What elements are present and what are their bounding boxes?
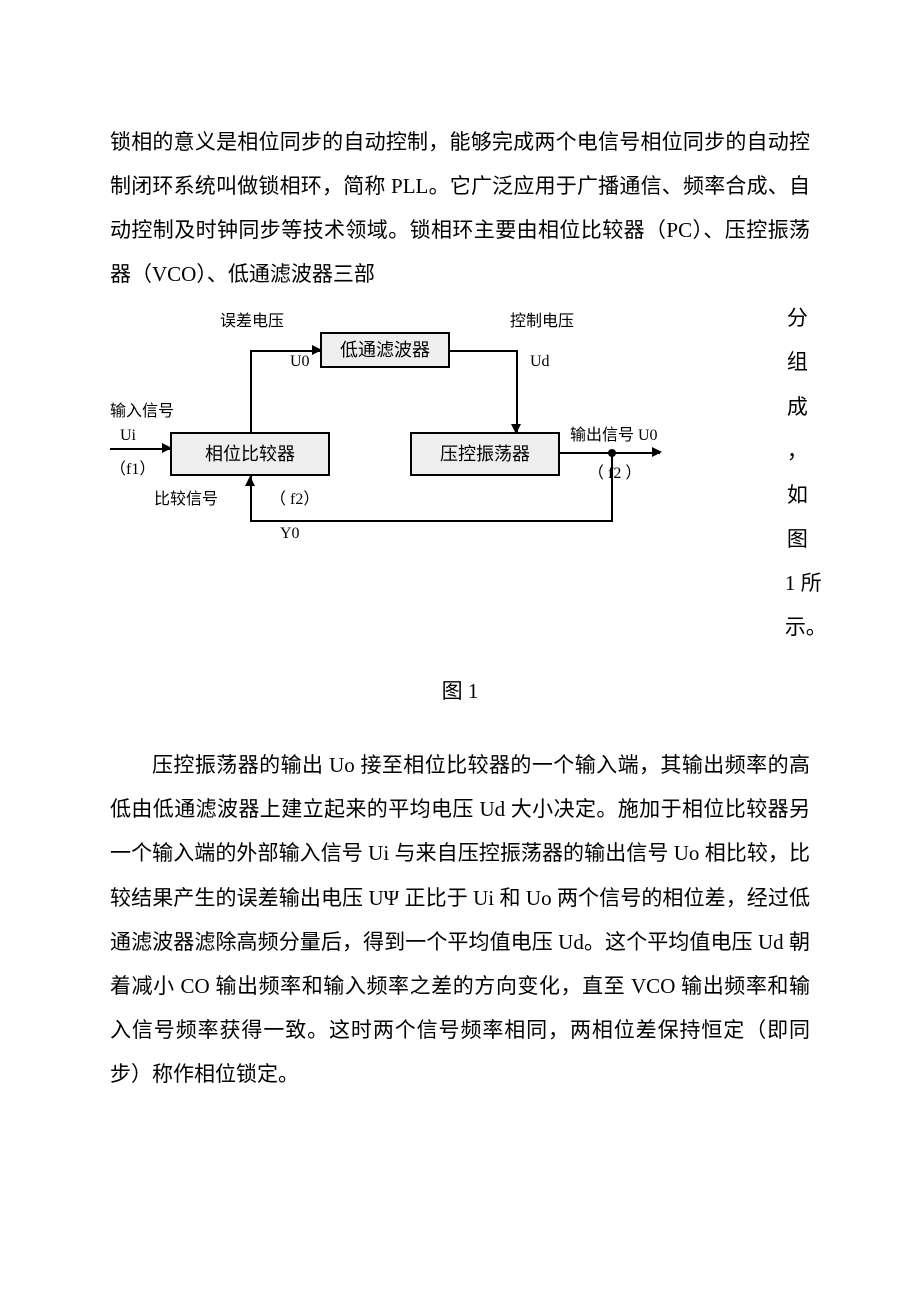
- label-ui: Ui: [120, 426, 136, 445]
- wrap-char: ，: [785, 429, 810, 473]
- arrow-output: [652, 447, 662, 457]
- label-error-voltage: 误差电压: [220, 312, 284, 331]
- label-f2-right: （ f2 ）: [588, 464, 641, 483]
- label-u0: U0: [290, 352, 310, 371]
- line-pc-to-lpf: [250, 350, 320, 352]
- paragraph-2: 压控振荡器的输出 Uo 接至相位比较器的一个输入端，其输出频率的高低由低通滤波器…: [110, 743, 810, 1096]
- line-fb-left: [250, 520, 613, 522]
- arrow-feedback: [245, 476, 255, 486]
- figure-1: 低通滤波器 相位比较器 压控振荡器 误差电压 U0 控制电压 Ud 输入信号 U…: [110, 312, 670, 552]
- wrap-char: 图: [785, 517, 810, 561]
- document-page: 锁相的意义是相位同步的自动控制，能够完成两个电信号相位同步的自动控制闭环系统叫做…: [0, 0, 920, 1302]
- box-vco: 压控振荡器: [410, 432, 560, 476]
- wrap-char: 示。: [785, 605, 810, 649]
- line-lpf-down: [516, 350, 518, 432]
- wrap-char: 1 所: [785, 561, 810, 605]
- label-output-signal: 输出信号 U0: [570, 426, 658, 445]
- label-f1: （f1）: [110, 460, 155, 479]
- label-control-voltage: 控制电压: [510, 312, 574, 331]
- label-compare-signal: 比较信号: [154, 490, 218, 509]
- box-pc: 相位比较器: [170, 432, 330, 476]
- line-fb-down: [611, 452, 613, 522]
- arrow-to-lpf: [312, 345, 322, 355]
- box-lpf: 低通滤波器: [320, 332, 450, 368]
- label-f2-left: （ f2）: [270, 490, 319, 509]
- arrow-input: [162, 443, 172, 453]
- wrap-char: 分: [785, 296, 810, 340]
- wrap-char: 如: [785, 473, 810, 517]
- figure-1-caption: 图 1: [110, 669, 810, 713]
- label-ud: Ud: [530, 352, 550, 371]
- wrap-char: 成: [785, 385, 810, 429]
- label-y0: Y0: [280, 524, 300, 543]
- line-lpf-right: [450, 350, 518, 352]
- line-input: [110, 448, 170, 450]
- line-pc-up: [250, 350, 252, 432]
- label-input-signal: 输入信号: [110, 402, 174, 421]
- wrap-column: 分 组 成 ， 如 图 1 所 示。: [785, 296, 810, 649]
- arrow-to-vco: [511, 424, 521, 434]
- paragraph-1-lead: 锁相的意义是相位同步的自动控制，能够完成两个电信号相位同步的自动控制闭环系统叫做…: [110, 120, 810, 296]
- pll-block-diagram: 低通滤波器 相位比较器 压控振荡器 误差电压 U0 控制电压 Ud 输入信号 U…: [110, 312, 670, 552]
- wrap-char: 组: [785, 340, 810, 384]
